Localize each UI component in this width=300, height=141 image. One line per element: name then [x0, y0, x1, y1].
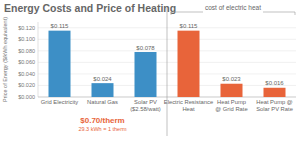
- divider: [167, 8, 168, 136]
- bracket-bg: [203, 3, 263, 13]
- data-label: $0.115: [51, 23, 70, 29]
- x-tick-label: Natural Gas: [87, 99, 118, 105]
- data-label: $0.023: [222, 76, 241, 82]
- y-label: Price of Energy ($/kWh equivalent): [2, 17, 8, 102]
- bar: [178, 31, 200, 97]
- x-tick-label: Electric ResistanceHeat: [164, 99, 213, 112]
- data-label: $0.078: [136, 45, 155, 51]
- x-tick-label: Solar PV($2.58/watt): [130, 99, 161, 112]
- bar: [49, 31, 71, 97]
- y-tick-label: $0.120: [18, 25, 35, 31]
- x-tick-label: Grid Electricity: [41, 99, 78, 105]
- bar: [135, 52, 157, 97]
- label-line: Grid Electricity: [41, 99, 78, 105]
- y-tick-label: $0.100: [18, 36, 35, 42]
- y-tick-label: $0.040: [18, 71, 35, 77]
- label-line: Solar PV: [134, 99, 157, 105]
- y-tick-label: $0.000: [18, 94, 35, 100]
- label-line: Heat: [182, 106, 195, 112]
- label-line: Heat Pump: [217, 99, 246, 105]
- chart: Energy Costs and Price of Heating Price o…: [0, 0, 300, 141]
- annotation: cost of electric heat: [205, 4, 261, 11]
- data-label: $0.024: [93, 76, 112, 82]
- label-line: Electric Resistance: [164, 99, 213, 105]
- x-tick-label: Heat Pump @Solar PV Rate: [256, 99, 293, 112]
- label-line: ($2.58/watt): [130, 106, 161, 112]
- label-line: Natural Gas: [87, 99, 118, 105]
- y-tick-label: $0.060: [18, 59, 35, 65]
- label-line: Heat Pump @: [256, 99, 293, 105]
- x-tick-label: Heat Pump@ Grid Rate: [215, 99, 247, 112]
- data-label: $0.016: [265, 80, 284, 86]
- title: Energy Costs and Price of Heating: [4, 2, 176, 14]
- bar: [92, 83, 114, 97]
- y-tick-label: $0.020: [18, 82, 35, 88]
- bar: [221, 84, 243, 97]
- label-line: Solar PV Rate: [256, 106, 293, 112]
- annotation: 29.3 kWh = 1 therm: [78, 126, 127, 132]
- y-axis: [38, 22, 39, 97]
- data-label: $0.115: [180, 23, 199, 29]
- label-line: @ Grid Rate: [215, 106, 247, 112]
- annotation: $0.70/therm: [80, 116, 124, 125]
- y-tick-label: $0.080: [18, 48, 35, 54]
- bar: [264, 88, 286, 97]
